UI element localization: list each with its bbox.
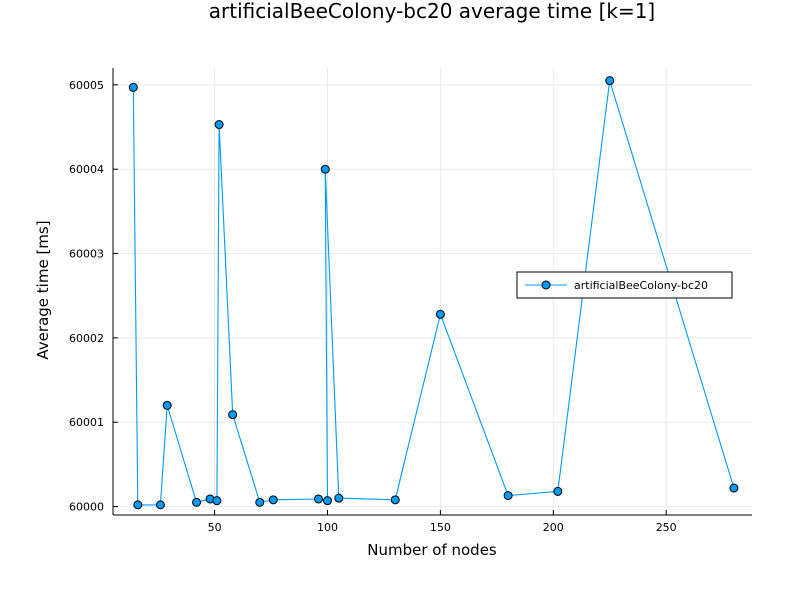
data-point bbox=[435, 309, 445, 319]
axis-ticks: 50 100 150 200 250 60000 60001 60002 60003 60004 6… bbox=[69, 79, 677, 534]
data-point bbox=[133, 500, 143, 510]
data-point bbox=[320, 164, 330, 174]
data-point bbox=[255, 497, 265, 507]
data-point bbox=[729, 483, 739, 493]
data-point bbox=[268, 495, 278, 505]
y-axis-label: Average time [ms] bbox=[34, 220, 52, 359]
data-point bbox=[605, 76, 615, 86]
data-point bbox=[553, 486, 563, 496]
data-point bbox=[390, 495, 400, 505]
chart-title: artificialBeeColony-bc20 average time [k… bbox=[209, 0, 655, 23]
legend-box bbox=[516, 271, 733, 299]
series-layer bbox=[128, 76, 739, 510]
x-tick-label: 250 bbox=[656, 521, 677, 534]
x-axis-label: Number of nodes bbox=[367, 541, 497, 559]
x-tick-label: 100 bbox=[317, 521, 338, 534]
data-point bbox=[313, 494, 323, 504]
x-tick-label: 200 bbox=[543, 521, 564, 534]
data-point bbox=[128, 82, 138, 92]
y-tick-label: 60000 bbox=[69, 501, 104, 514]
y-tick-label: 60003 bbox=[69, 248, 104, 261]
legend-label: artificialBeeColony-bc20 bbox=[574, 279, 708, 292]
data-point bbox=[212, 496, 222, 506]
y-tick-label: 60005 bbox=[69, 79, 104, 92]
data-point bbox=[192, 497, 202, 507]
data-point bbox=[503, 491, 513, 501]
y-tick-label: 60004 bbox=[69, 163, 104, 176]
x-tick-label: 50 bbox=[208, 521, 222, 534]
legend: artificialBeeColony-bc20 bbox=[516, 271, 733, 299]
y-tick-label: 60001 bbox=[69, 416, 104, 429]
data-point bbox=[162, 400, 172, 410]
data-point bbox=[214, 120, 224, 130]
axes bbox=[112, 68, 752, 516]
data-point bbox=[155, 500, 165, 510]
legend-marker-swatch bbox=[541, 280, 551, 290]
data-point bbox=[334, 493, 344, 503]
x-tick-label: 150 bbox=[430, 521, 451, 534]
data-point bbox=[323, 496, 333, 506]
y-tick-label: 60002 bbox=[69, 332, 104, 345]
data-point bbox=[228, 410, 238, 420]
